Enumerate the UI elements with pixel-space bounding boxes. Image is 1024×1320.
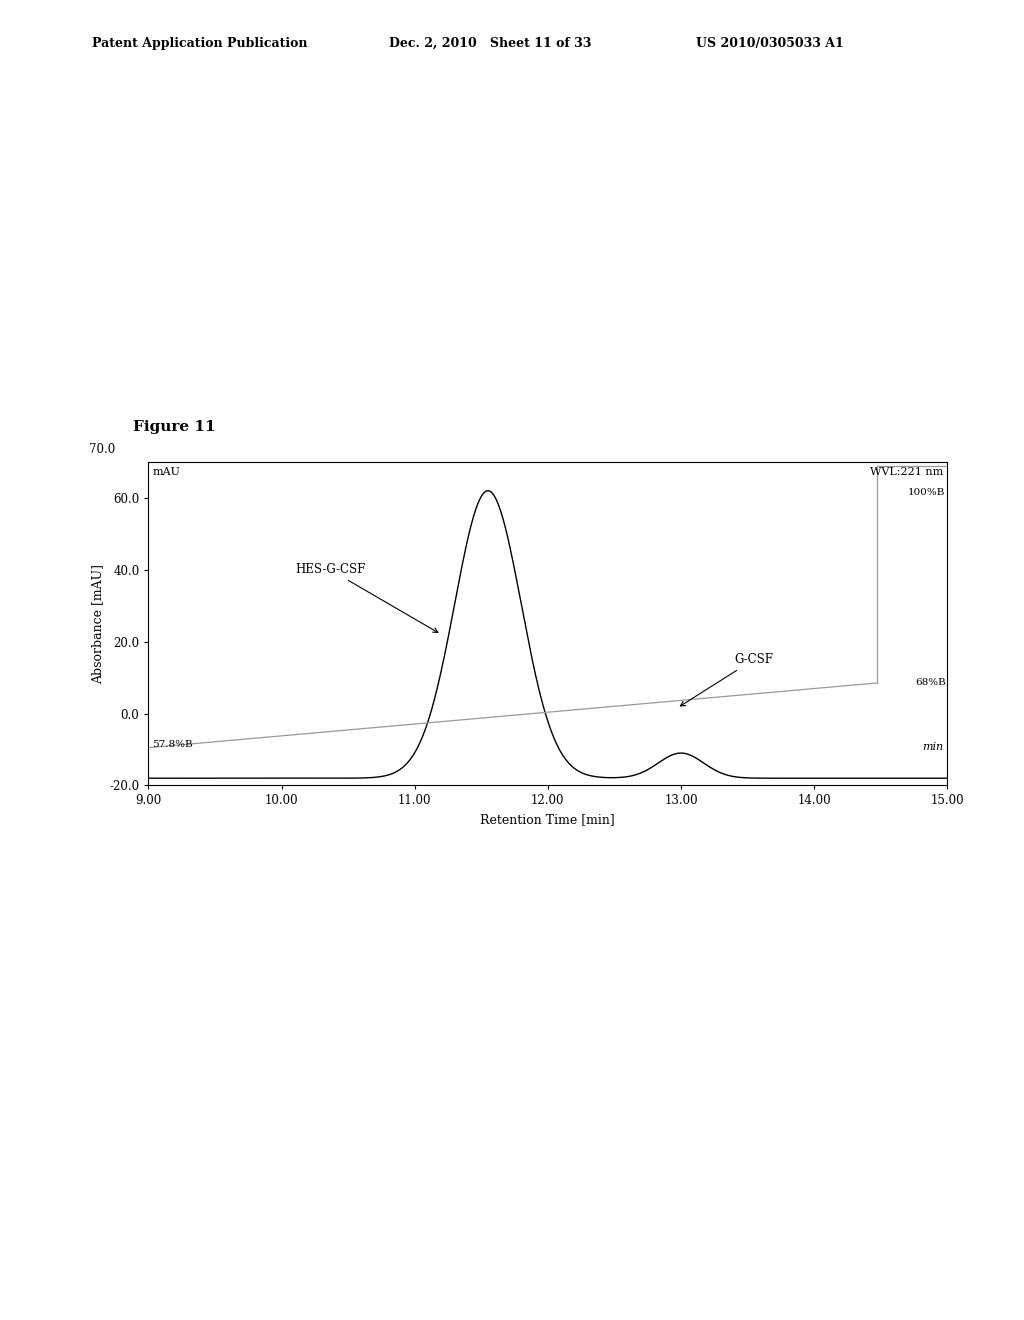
Text: Patent Application Publication: Patent Application Publication <box>92 37 307 50</box>
Y-axis label: Absorbance [mAU]: Absorbance [mAU] <box>91 564 103 684</box>
Text: 68%B: 68%B <box>914 678 945 688</box>
Text: 70.0: 70.0 <box>88 442 115 455</box>
Text: Dec. 2, 2010   Sheet 11 of 33: Dec. 2, 2010 Sheet 11 of 33 <box>389 37 592 50</box>
X-axis label: Retention Time [min]: Retention Time [min] <box>480 813 615 826</box>
Text: Figure 11: Figure 11 <box>133 420 216 434</box>
Text: mAU: mAU <box>153 467 180 477</box>
Text: min: min <box>922 742 943 751</box>
Text: WVL:221 nm: WVL:221 nm <box>870 467 943 477</box>
Text: 57.8%B: 57.8%B <box>153 739 194 748</box>
Text: US 2010/0305033 A1: US 2010/0305033 A1 <box>696 37 844 50</box>
Text: 100%B: 100%B <box>908 488 945 496</box>
Text: HES-G-CSF: HES-G-CSF <box>295 564 438 632</box>
Text: G-CSF: G-CSF <box>680 653 773 706</box>
